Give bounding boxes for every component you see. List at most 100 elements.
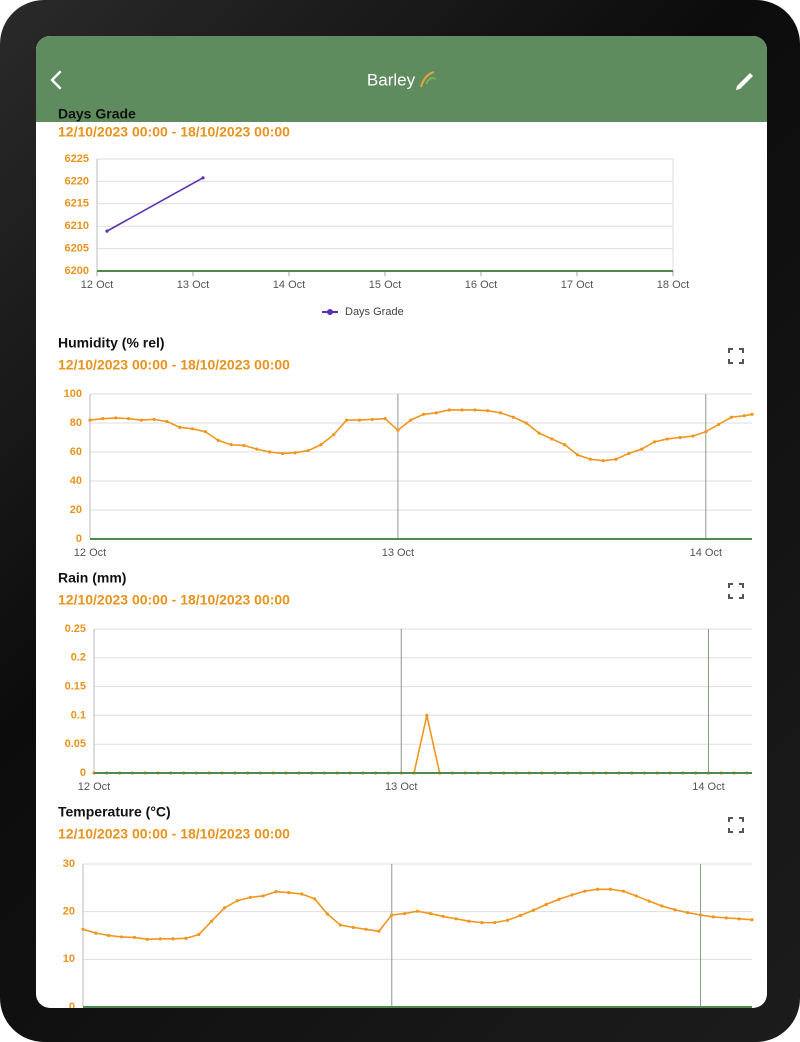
data-point [171,937,175,941]
data-point [325,912,330,916]
data-point [750,412,754,416]
data-point [344,418,349,422]
data-point [255,447,259,451]
data-point [94,931,98,935]
series-line [106,177,204,232]
data-point [293,451,297,455]
data-point [248,895,252,899]
data-point [261,894,265,898]
data-point [647,899,651,903]
y-tick-label: 0.2 [71,652,86,664]
data-point [737,917,741,921]
data-point [357,418,362,422]
data-point [184,936,188,940]
data-point [583,889,587,893]
data-point [563,443,567,447]
data-point [403,911,407,916]
data-point [425,713,429,718]
y-tick-label: 0.05 [65,738,86,750]
data-point [390,913,394,917]
data-point [742,414,746,418]
data-point [107,933,111,938]
data-point [274,890,278,894]
data-point [627,451,631,456]
data-point [447,408,451,412]
expand-icon [728,583,744,599]
screen: Barley Days Grade 12/10/2023 00:00 - 18/1… [36,36,767,1008]
data-point [280,451,285,456]
y-tick-label: 60 [70,446,82,458]
data-point [704,430,708,434]
data-point [235,899,239,903]
data-point [750,918,754,922]
data-point [216,438,220,442]
x-tick-label: 17 Oct [561,279,593,291]
data-point [364,927,368,931]
chart-title: Humidity (% rel) [58,335,165,351]
x-tick-label: 13 Oct [385,781,417,793]
data-point [415,909,420,913]
y-tick-label: 20 [70,504,82,516]
data-point [396,428,400,432]
legend-swatch-dot [327,309,333,315]
data-point [139,418,143,422]
y-tick-label: 30 [63,858,75,870]
data-point [665,437,669,441]
data-point [660,904,664,908]
data-point [351,925,355,929]
data-point [575,453,580,457]
data-point [152,417,156,421]
data-point [165,419,169,424]
chart-subtitle: 12/10/2023 00:00 - 18/10/2023 00:00 [58,124,290,140]
data-point [652,440,657,444]
expand-button[interactable] [728,817,744,833]
data-point [421,412,426,416]
x-tick-label: 12 Oct [74,547,106,559]
x-tick-label: 14 Oct [273,279,305,291]
y-tick-label: 20 [63,906,75,918]
data-point [338,923,342,927]
y-tick-label: 100 [64,388,82,400]
data-point [428,911,432,916]
data-point [524,421,528,425]
expand-button[interactable] [728,348,744,364]
x-tick-label: 13 Oct [382,547,414,559]
y-tick-label: 6200 [65,265,89,277]
data-point [454,917,458,921]
back-button[interactable] [50,70,62,90]
data-point [473,408,477,412]
x-tick-label: 14 Oct [690,547,722,559]
data-point [81,927,85,931]
expand-button[interactable] [728,583,744,599]
data-point [409,418,413,422]
y-tick-label: 6205 [65,243,89,255]
y-tick-label: 6215 [65,198,89,210]
edit-button[interactable] [736,73,753,90]
data-point [486,409,490,413]
data-point [268,450,272,454]
data-point [729,415,734,419]
data-point [203,430,208,434]
legend-label: Days Grade [345,306,404,318]
data-point [332,433,336,437]
y-tick-label: 6220 [65,175,89,187]
data-point [145,937,149,941]
data-point [158,937,162,941]
data-point [287,891,291,895]
data-point [621,889,625,893]
expand-icon [728,817,744,833]
app-view: Barley Days Grade 12/10/2023 00:00 - 18/1… [36,36,767,1008]
data-point [101,417,105,421]
data-point [550,437,554,441]
data-point [312,897,317,901]
data-point [210,919,214,923]
data-point [505,918,510,922]
data-point [383,417,387,421]
y-tick-label: 6225 [65,153,89,165]
data-point [557,897,561,901]
crop-icon [420,71,437,88]
data-point [717,422,721,427]
chart-title: Rain (mm) [58,570,126,586]
data-point [441,914,445,919]
data-point [306,448,310,453]
